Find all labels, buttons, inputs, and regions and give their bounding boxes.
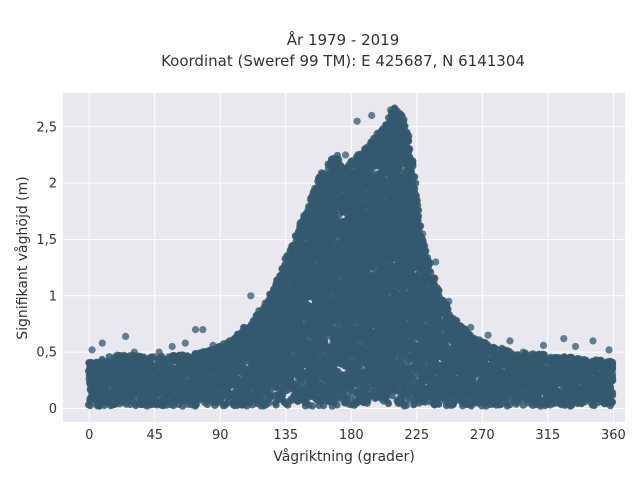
data-point <box>309 402 316 409</box>
data-point <box>87 402 94 409</box>
data-point <box>334 155 341 162</box>
data-point <box>334 401 341 408</box>
